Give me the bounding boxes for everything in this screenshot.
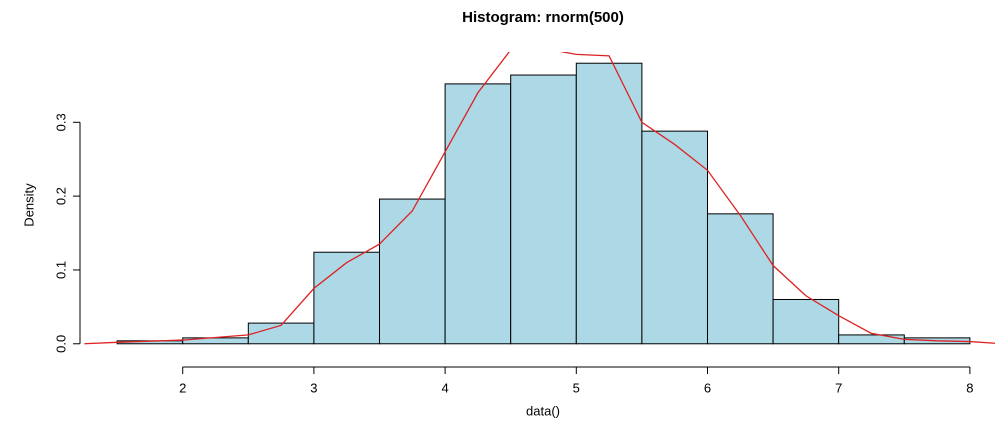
x-tick-label: 4 xyxy=(441,380,448,395)
x-axis-label: data() xyxy=(526,403,560,418)
bar xyxy=(379,198,446,345)
y-tick-label: 0.2 xyxy=(53,187,68,205)
x-tick-label: 5 xyxy=(573,380,580,395)
x-tick-label: 2 xyxy=(179,380,186,395)
bar xyxy=(838,334,905,345)
y-tick-label: 0.0 xyxy=(53,335,68,353)
bar xyxy=(444,83,512,345)
y-axis-label: Density xyxy=(21,183,36,227)
y-tick-label: 0.1 xyxy=(53,261,68,279)
bar xyxy=(772,298,840,345)
bar xyxy=(313,251,381,345)
bar xyxy=(641,130,708,345)
x-tick-label: 7 xyxy=(835,380,842,395)
density-line xyxy=(84,52,995,345)
bar xyxy=(706,213,774,345)
bar xyxy=(575,62,643,345)
chart-title: Histogram: rnorm(500) xyxy=(462,9,624,26)
y-tick-label: 0.3 xyxy=(53,113,68,131)
bar xyxy=(510,74,577,345)
x-tick-label: 8 xyxy=(966,380,973,395)
x-tick-label: 6 xyxy=(704,380,711,395)
x-tick-label: 3 xyxy=(310,380,317,395)
bar xyxy=(247,322,315,345)
